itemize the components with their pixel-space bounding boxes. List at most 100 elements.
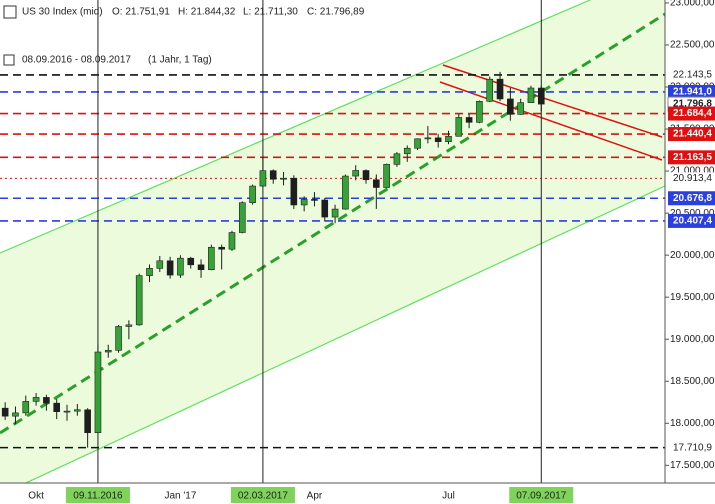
candle-body: [424, 137, 432, 140]
candle-body: [311, 199, 318, 201]
candle-body: [507, 98, 514, 115]
candle-body: [208, 246, 215, 271]
x-labels: Okt 09.11.2016 Jan '17 02.03.2017 Apr Jul 07.0…: [28, 487, 574, 503]
x-tick-label: Jul: [442, 491, 455, 502]
candle-body: [434, 137, 442, 142]
y-tick-label: 20.000,00: [670, 250, 715, 261]
channel-fill: [0, 0, 665, 483]
candle-body: [22, 401, 30, 414]
candle-body: [527, 87, 535, 103]
candle-body: [53, 402, 61, 413]
level-label: 21.941,0: [673, 87, 712, 98]
candle-body: [115, 326, 122, 351]
candle-body: [125, 324, 133, 327]
candle-body: [486, 78, 494, 102]
candle-body: [249, 185, 256, 204]
y-tick-label: 21.000,00: [670, 166, 715, 177]
y-tick-label: 19.000,00: [670, 334, 715, 345]
quote: L: 21.711,30: [243, 7, 298, 18]
level-label: 17.710,9: [673, 442, 712, 453]
x-tick-label: 07.09.2017: [516, 491, 566, 502]
candle-body: [352, 170, 359, 177]
x-label-box: [509, 487, 574, 503]
x-label-box: [65, 487, 130, 503]
candle-body: [63, 410, 71, 413]
candles: [1, 71, 545, 448]
y-tick-label: 22.500,00: [670, 40, 715, 51]
period: (1 Jahr, 1 Tag): [148, 55, 212, 66]
candle-body: [218, 246, 225, 250]
candle-body: [1, 407, 9, 417]
candle-body: [445, 135, 452, 142]
candle-body: [228, 232, 236, 250]
icon: [3, 54, 15, 66]
candle-body: [84, 409, 91, 434]
level-label: 21.163,5: [673, 152, 712, 163]
quote: H: 21.844,32: [178, 7, 236, 18]
candle-body: [94, 351, 102, 434]
x-tick-label: 09.11.2016: [73, 491, 123, 502]
candle-body: [12, 412, 19, 417]
candle-body: [280, 177, 287, 180]
candle-body: [166, 260, 174, 276]
trendline-red: [439, 81, 663, 161]
level-box: [668, 106, 715, 121]
candle-body: [135, 275, 143, 326]
candle-body: [455, 117, 463, 137]
y-tick-label: 18.500,00: [670, 376, 715, 387]
icon: [3, 5, 17, 19]
level-box: [668, 213, 715, 228]
candle-body: [32, 397, 40, 402]
candle-body: [373, 179, 380, 188]
level-label: 21.440,4: [673, 129, 712, 140]
x-tick-label: Jan '17: [164, 491, 196, 502]
level-label: 21.796,8: [673, 99, 712, 110]
level-label: 21.684,4: [673, 108, 712, 119]
candle-body: [403, 147, 411, 155]
header: US 30 Index (mid) O: 21.751,91 H: 21.844…: [3, 5, 365, 66]
y-tick-label: 20.500,00: [670, 208, 715, 219]
level-labels: 22.143,5 21.941,021.796,821.684,4 21.440,4…: [667, 68, 715, 454]
candle-body: [156, 260, 164, 269]
level-label: 22.143,5: [673, 70, 712, 81]
y-tick-label: 18.000,00: [670, 418, 715, 429]
candle-body: [362, 170, 370, 181]
candle-body: [383, 164, 390, 188]
trendline-red: [442, 64, 663, 138]
candle-body: [104, 350, 112, 353]
level-label: 20.407,4: [673, 216, 712, 227]
candle-body: [238, 202, 246, 233]
candle-body: [331, 208, 339, 218]
candle-body: [393, 153, 401, 165]
candle-body: [476, 101, 483, 123]
channel-lower: [24, 185, 665, 483]
candle-body: [496, 78, 504, 100]
quote: C: 21.796,89: [307, 7, 365, 18]
candle-body: [146, 268, 153, 276]
level-label: 20.913,4: [673, 173, 712, 184]
candle-body: [414, 138, 421, 149]
x-tick-label: Okt: [28, 491, 44, 502]
quote: O: 21.751,91: [112, 7, 170, 18]
candle-body: [321, 199, 329, 218]
candle-body: [537, 87, 545, 105]
y-tick-label: 17.500,00: [670, 460, 715, 471]
candle-body: [259, 170, 267, 187]
level-label: 20.676,8: [673, 193, 712, 204]
level-box: [668, 191, 715, 206]
level-box: [668, 84, 715, 99]
level-bg: [668, 68, 715, 81]
chart-title: US 30 Index (mid): [22, 7, 103, 18]
level-box: [668, 127, 715, 142]
subtitle: 08.09.2016 - 08.09.2017: [22, 55, 131, 66]
x-label-box: [230, 487, 295, 503]
candle-body: [74, 409, 81, 412]
candle-body: [465, 117, 473, 123]
level-bg: [668, 441, 715, 454]
y-tick-label: 23.000,00: [670, 0, 715, 9]
candle-body: [342, 175, 349, 210]
x-tick-label: 02.03.2017: [238, 491, 288, 502]
candle-body: [517, 102, 524, 115]
y-tick-label: 19.500,00: [670, 292, 715, 303]
